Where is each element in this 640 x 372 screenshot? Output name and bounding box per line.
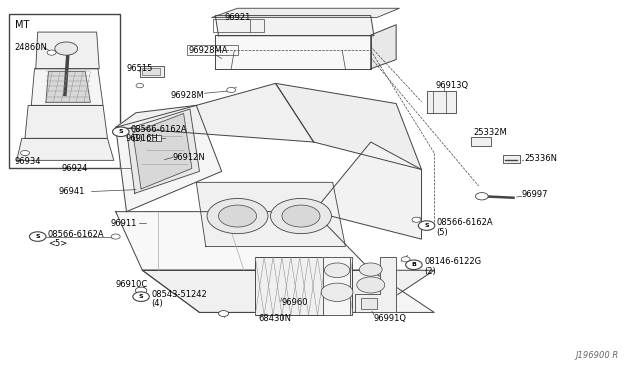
Polygon shape [127, 109, 200, 193]
Text: <5>: <5> [48, 239, 67, 248]
Text: 96911: 96911 [111, 219, 137, 228]
Bar [142, 68, 160, 75]
Bar [147, 135, 161, 141]
Bar [471, 137, 492, 147]
Polygon shape [46, 72, 90, 102]
Bar [502, 155, 520, 163]
Text: MT: MT [15, 20, 30, 31]
Polygon shape [355, 257, 396, 312]
Text: 96928MA: 96928MA [189, 46, 228, 55]
Bar [361, 298, 377, 309]
Circle shape [359, 263, 382, 276]
Text: S: S [118, 129, 123, 134]
Text: 96916H: 96916H [125, 134, 158, 143]
Polygon shape [371, 25, 396, 69]
Text: 96924: 96924 [61, 164, 88, 173]
Polygon shape [196, 182, 346, 247]
Circle shape [218, 311, 228, 317]
Polygon shape [116, 105, 221, 212]
Text: J196900 R: J196900 R [575, 351, 618, 360]
Circle shape [207, 198, 268, 234]
Text: 96910C: 96910C [115, 280, 147, 289]
Text: 08566-6162A: 08566-6162A [131, 125, 188, 134]
Polygon shape [212, 8, 399, 17]
Circle shape [271, 198, 332, 234]
Polygon shape [31, 69, 103, 105]
Polygon shape [215, 16, 374, 36]
Circle shape [136, 83, 143, 88]
Circle shape [401, 257, 410, 262]
Polygon shape [17, 138, 114, 160]
Circle shape [419, 221, 435, 230]
Text: 68430N: 68430N [259, 314, 291, 323]
Polygon shape [116, 83, 314, 142]
Circle shape [324, 263, 350, 278]
Bar [187, 45, 237, 55]
Text: 08146-6122G: 08146-6122G [424, 257, 481, 266]
Polygon shape [276, 83, 422, 170]
Circle shape [29, 232, 46, 241]
Text: S: S [424, 223, 429, 228]
Polygon shape [36, 32, 99, 69]
Text: 96934: 96934 [14, 157, 41, 166]
Polygon shape [323, 257, 351, 315]
Text: 96515: 96515 [127, 64, 153, 73]
Bar [9, 14, 120, 168]
Circle shape [47, 50, 56, 55]
Polygon shape [215, 35, 371, 69]
Text: 96921: 96921 [225, 13, 251, 22]
Text: 24860N: 24860N [14, 43, 47, 52]
Text: S: S [139, 294, 143, 299]
Circle shape [133, 292, 149, 301]
Text: 96997: 96997 [522, 190, 548, 199]
Circle shape [321, 283, 353, 301]
Circle shape [356, 277, 385, 293]
Text: 96941: 96941 [59, 187, 85, 196]
Text: 96960: 96960 [282, 298, 308, 307]
Text: (1): (1) [131, 134, 143, 143]
Text: 96913Q: 96913Q [435, 81, 468, 90]
Text: (5): (5) [436, 228, 449, 237]
Text: 25332M: 25332M [474, 128, 508, 137]
Circle shape [476, 193, 488, 200]
Circle shape [227, 87, 236, 93]
Polygon shape [427, 91, 456, 113]
Circle shape [412, 217, 421, 222]
Text: S: S [35, 234, 40, 239]
Bar [255, 257, 352, 315]
Polygon shape [314, 142, 422, 239]
Polygon shape [25, 105, 108, 138]
Circle shape [55, 42, 77, 55]
Circle shape [282, 205, 320, 227]
Polygon shape [142, 270, 434, 312]
Bar [213, 19, 264, 32]
Text: 08566-6162A: 08566-6162A [48, 230, 104, 239]
Circle shape [218, 205, 257, 227]
Circle shape [20, 150, 29, 155]
Polygon shape [142, 270, 434, 312]
Text: 96928M: 96928M [171, 91, 205, 100]
Text: 96991Q: 96991Q [374, 314, 407, 323]
Polygon shape [116, 212, 371, 270]
Polygon shape [133, 113, 192, 189]
Text: 08543-51242: 08543-51242 [151, 290, 207, 299]
Circle shape [406, 260, 422, 270]
Text: B: B [412, 262, 417, 267]
Circle shape [113, 127, 129, 137]
Text: (4): (4) [151, 299, 163, 308]
Text: 96912N: 96912N [173, 153, 205, 162]
Text: 08566-6162A: 08566-6162A [436, 218, 493, 227]
Text: 25336N: 25336N [524, 154, 557, 163]
Circle shape [136, 287, 147, 294]
Text: (2): (2) [424, 267, 436, 276]
Circle shape [111, 234, 120, 239]
Bar [140, 66, 164, 77]
